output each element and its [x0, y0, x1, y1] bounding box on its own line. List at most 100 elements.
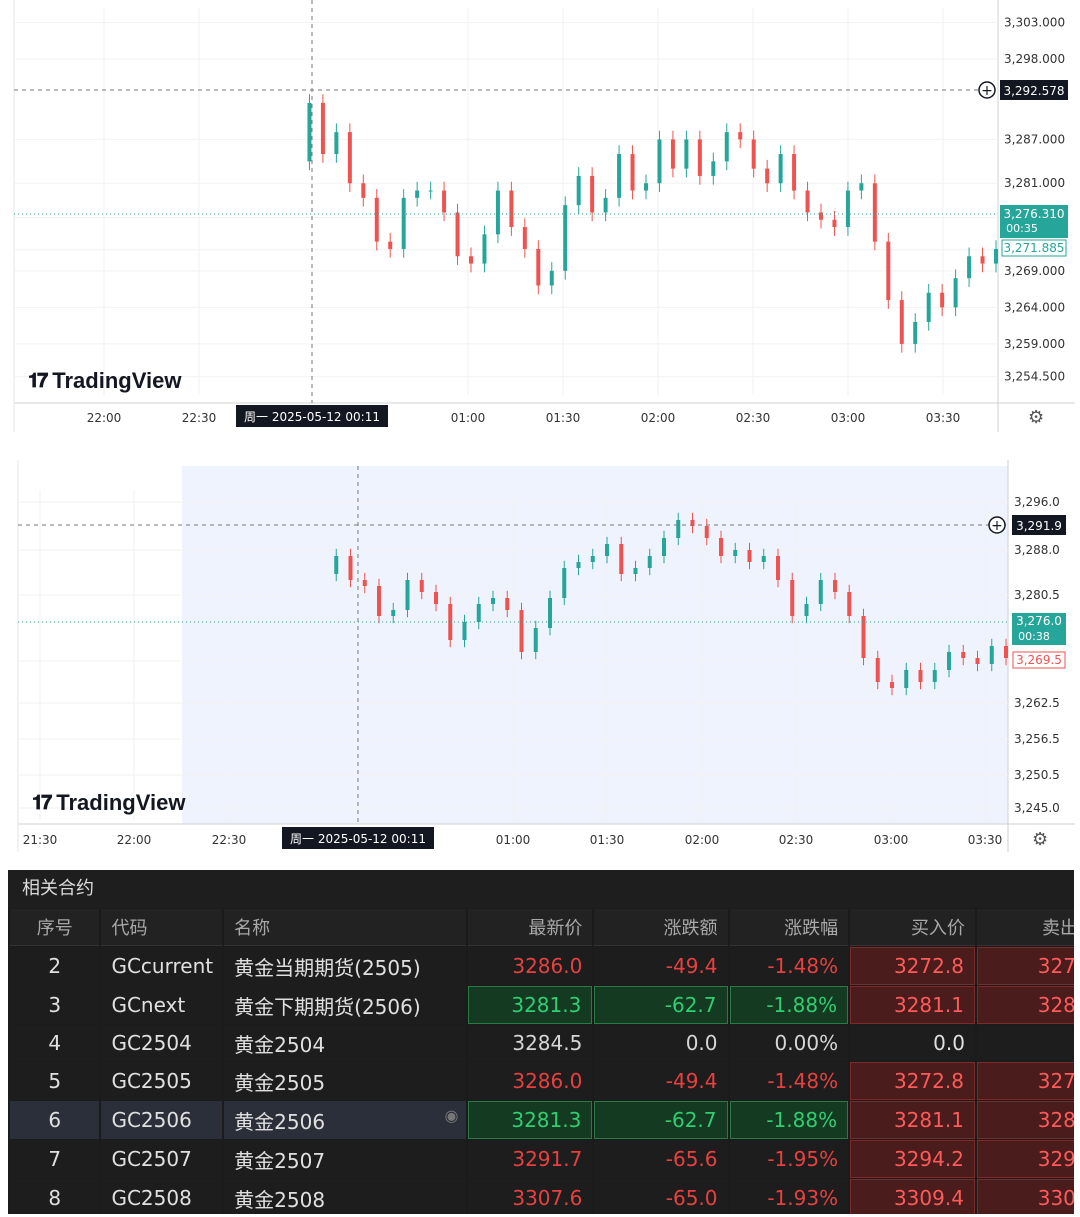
cell-change-pct: -1.88%	[729, 986, 849, 1024]
price-chart-top[interactable]: 3,303.000 3,298.000 3,287.000 3,281.000 3,27…	[0, 0, 1080, 440]
candle-body	[428, 190, 433, 192]
crosshair-price-label: 3,292.578	[1003, 84, 1064, 98]
cell-change-pct: -1.48%	[729, 1062, 849, 1100]
table-row[interactable]: 7 GC2507 黄金2507 3291.7 -65.6 -1.95% 3294…	[10, 1140, 1074, 1178]
time-axis-label: 03:00	[874, 833, 909, 847]
time-axis-label: 02:30	[736, 411, 771, 425]
candle-body	[961, 652, 966, 658]
settings-gear-icon[interactable]: ⚙	[1028, 407, 1045, 428]
watch-eye-icon[interactable]: ◉	[444, 1105, 459, 1125]
header-bid[interactable]: 买入价	[850, 909, 975, 946]
cell-name: 黄金2505	[224, 1062, 466, 1100]
settings-gear-icon[interactable]: ⚙	[1032, 829, 1049, 850]
crosshair-time-label: 周一 2025-05-12 00:11	[290, 832, 426, 846]
chart-canvas[interactable]: 3,296.0 3,288.0 3,280.5 3,276.0 3,269.5 3,262…	[0, 460, 1080, 855]
candle-body	[419, 580, 424, 592]
candle-body	[348, 556, 353, 580]
cell-code: GC2507	[101, 1140, 223, 1178]
table-row-selected[interactable]: 6 GC2506 黄金2506 ◉ 3281.3 -62.7 -1.88% 328…	[10, 1101, 1074, 1139]
cell-bid: 3272.8	[850, 1062, 975, 1100]
candle-body	[442, 190, 447, 213]
cell-name: 黄金当期期货(2505)	[224, 947, 466, 985]
price-axis-label: 3,264.000	[1004, 300, 1065, 314]
cell-last-price: 3291.7	[467, 1140, 593, 1178]
plus-icon: +	[991, 518, 1003, 534]
time-axis-label: 03:30	[926, 411, 961, 425]
table-row[interactable]: 5 GC2505 黄金2505 3286.0 -49.4 -1.48% 3272…	[10, 1062, 1074, 1100]
candle-body	[590, 175, 595, 213]
last-price-label: 3,276.0	[1016, 614, 1062, 628]
candle-body	[711, 161, 716, 176]
candle-body	[765, 168, 770, 184]
candle-body	[899, 300, 904, 344]
header-change[interactable]: 涨跌额	[594, 909, 728, 946]
secondary-price-label: 3,271.885	[1003, 241, 1064, 255]
price-chart-bottom[interactable]: 3,296.0 3,288.0 3,280.5 3,276.0 3,269.5 3,262…	[0, 460, 1080, 855]
plus-icon: +	[981, 83, 993, 99]
cell-change-pct: -1.88%	[729, 1101, 849, 1139]
candle-body	[476, 604, 481, 622]
candle-body	[662, 538, 666, 556]
candle-body	[377, 586, 381, 616]
candle-body	[347, 132, 352, 184]
time-axis-label: 03:30	[968, 833, 1003, 847]
time-axis-label: 22:00	[87, 411, 122, 425]
table-row[interactable]: 3 GCnext 黄金下期期货(2506) 3281.3 -62.7 -1.88…	[10, 986, 1074, 1024]
time-axis-label: 01:00	[496, 833, 531, 847]
candle-body	[904, 670, 909, 688]
header-name[interactable]: 名称	[224, 909, 466, 946]
cell-ask: 0.	[976, 1025, 1074, 1061]
cell-code: GC2506	[101, 1101, 223, 1139]
candle-body	[548, 598, 552, 628]
chart-canvas[interactable]: 3,303.000 3,298.000 3,287.000 3,281.000 3,27…	[0, 0, 1080, 440]
header-index[interactable]: 序号	[10, 909, 100, 946]
contracts-table: 序号 代码 名称 最新价 涨跌额 涨跌幅 买入价 卖出价 2 GCcurrent…	[8, 908, 1074, 1214]
tradingview-logo-icon: 𝟏𝟕	[28, 369, 48, 392]
table-row[interactable]: 4 GC2504 黄金2504 3284.5 0.0 0.00% 0.0 0.	[10, 1025, 1074, 1061]
candle-body	[890, 682, 894, 688]
table-row[interactable]: 8 GC2508 黄金2508 3307.6 -65.0 -1.93% 3309…	[10, 1179, 1074, 1214]
candle-body	[947, 652, 951, 670]
candle-body	[617, 154, 622, 198]
cell-change-pct: 0.00%	[729, 1025, 849, 1061]
candle-body	[875, 658, 880, 682]
time-axis-label: 02:00	[685, 833, 720, 847]
time-axis-label: 01:30	[546, 411, 581, 425]
price-axis-label: 3,254.500	[1004, 370, 1065, 384]
candle-body	[469, 256, 473, 264]
cell-bid: 3294.2	[850, 1140, 975, 1178]
candle-body	[778, 154, 783, 184]
tradingview-logo-text: TradingView	[56, 790, 186, 815]
header-ask[interactable]: 卖出价	[976, 909, 1074, 946]
cell-change: -62.7	[594, 1101, 728, 1139]
price-axis-label: 3,245.0	[1014, 801, 1060, 815]
cell-name: 黄金2504	[224, 1025, 466, 1061]
cell-ask: 3281.	[976, 986, 1074, 1024]
header-code[interactable]: 代码	[101, 909, 223, 946]
candle-body	[388, 241, 393, 249]
price-axis-label: 3,281.000	[1004, 176, 1065, 190]
candle-body	[747, 550, 752, 562]
candle-body	[374, 197, 379, 242]
candle-body	[455, 212, 460, 257]
table-row[interactable]: 2 GCcurrent 黄金当期期货(2505) 3286.0 -49.4 -1…	[10, 947, 1074, 985]
header-change-pct[interactable]: 涨跌幅	[729, 909, 849, 946]
cell-bid: 3281.1	[850, 1101, 975, 1139]
candle-body	[859, 183, 864, 191]
cell-change: -49.4	[594, 1062, 728, 1100]
candle-body	[605, 544, 609, 556]
time-axis-label: 22:30	[182, 411, 217, 425]
candle-body	[633, 568, 638, 574]
bar-countdown: 00:35	[1006, 222, 1038, 235]
candle-body	[657, 139, 662, 184]
tradingview-logo: 𝟏𝟕 TradingView	[32, 790, 185, 816]
candle-body	[733, 550, 738, 556]
header-last-price[interactable]: 最新价	[467, 909, 593, 946]
candle-body	[334, 132, 339, 155]
candle-body	[792, 154, 797, 191]
add-alert-icon	[988, 516, 1006, 534]
add-alert-icon	[978, 81, 996, 99]
candle-body	[576, 562, 581, 568]
candle-body	[932, 670, 937, 682]
cell-code: GCcurrent	[101, 947, 223, 985]
